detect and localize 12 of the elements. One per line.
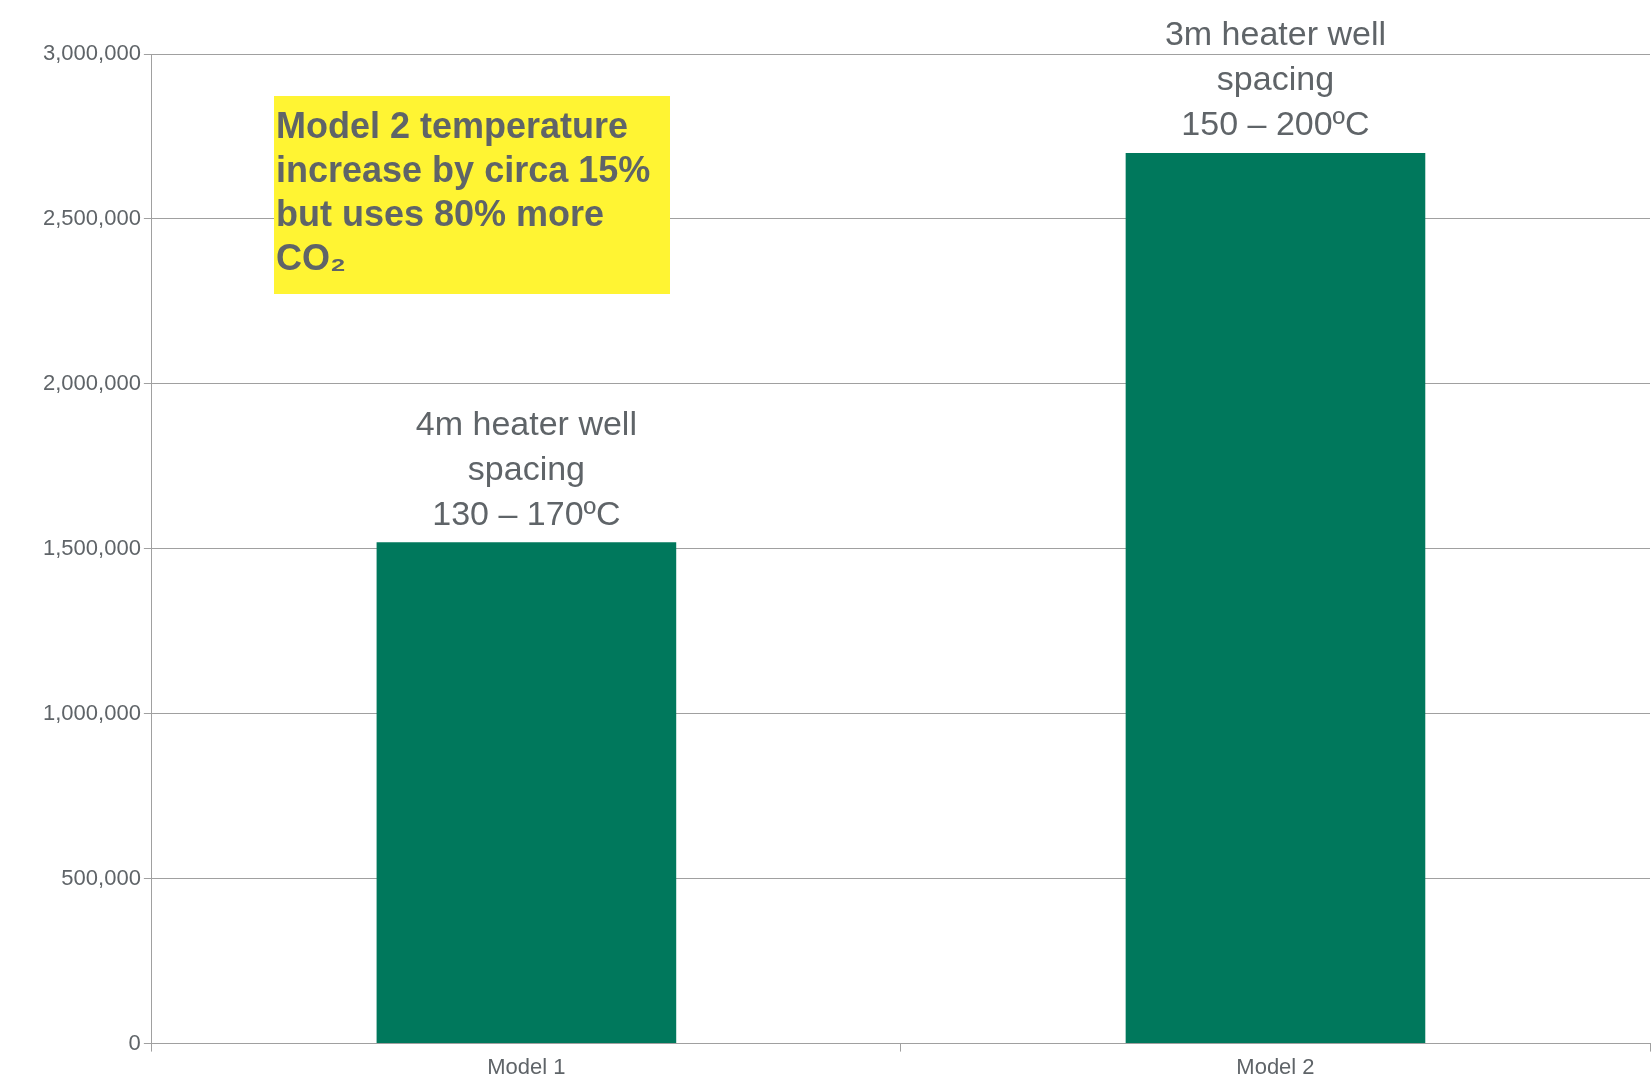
y-tick-label: 2,000,000	[43, 369, 141, 395]
y-tick-label: 500,000	[61, 864, 141, 890]
x-tick-label: Model 2	[1236, 1053, 1315, 1079]
y-tick-label: 3,000,000	[43, 40, 141, 66]
y-tick-label: 1,000,000	[43, 699, 141, 725]
y-tick-label: 2,500,000	[43, 205, 141, 230]
annotation: 4m heater well spacing 130 – 170ºC	[415, 403, 637, 532]
annotation: 3m heater well spacing 150 – 200ºC	[1164, 14, 1387, 143]
y-tick-label: 0	[128, 1029, 141, 1055]
x-tick-label: Model 1	[487, 1053, 566, 1079]
y-tick-label: 1,500,000	[43, 534, 141, 560]
annotation: Model 2 temperature increase by circa 15% but uses 80% more CO₂	[274, 96, 670, 294]
